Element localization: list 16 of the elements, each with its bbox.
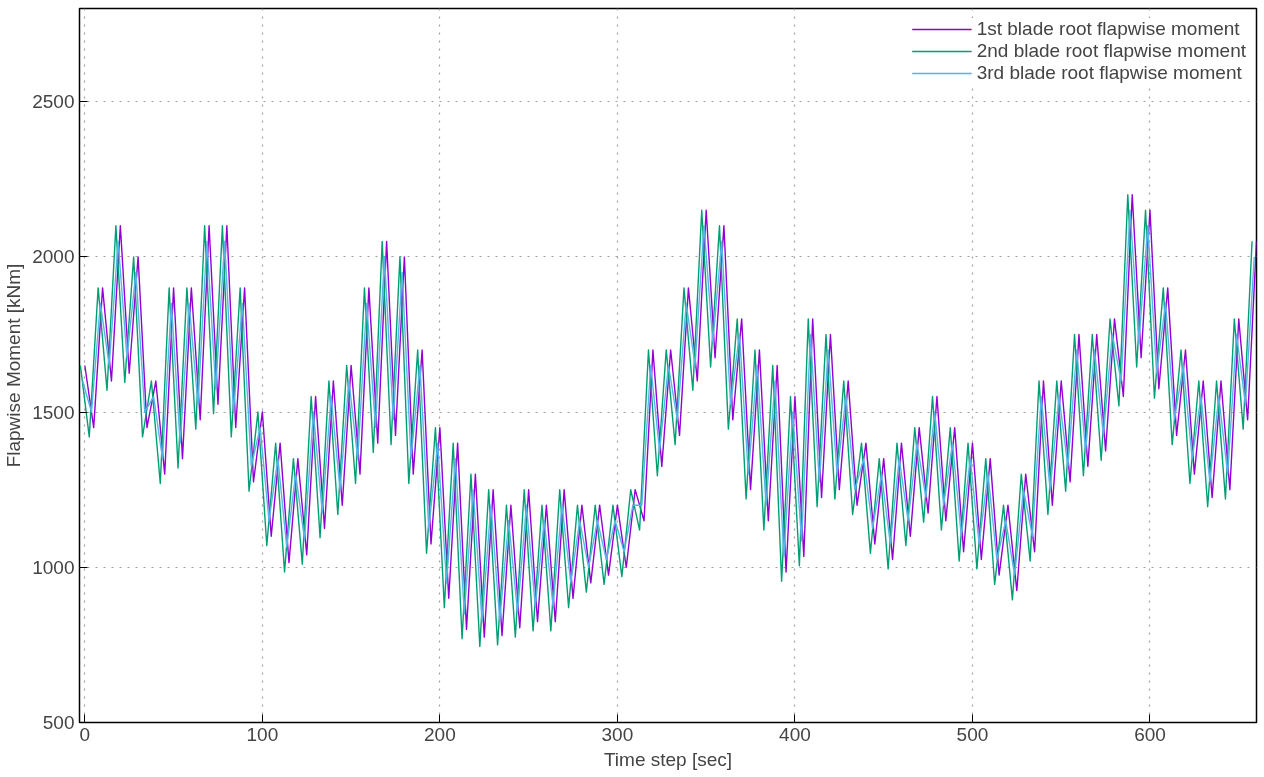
x-tick-label: 300 bbox=[601, 723, 634, 745]
legend-label: 2nd blade root flapwise moment bbox=[976, 40, 1246, 62]
x-axis-title: Time step [sec] bbox=[603, 748, 733, 770]
y-axis-title: Flapwise Moment [kNm] bbox=[3, 263, 25, 468]
legend-label: 3rd blade root flapwise moment bbox=[976, 62, 1242, 84]
x-tick-label: 500 bbox=[956, 723, 989, 745]
x-tick-label: 600 bbox=[1134, 723, 1166, 745]
x-tick-label: 0 bbox=[79, 723, 91, 745]
x-tick-label: 400 bbox=[779, 723, 811, 745]
y-tick-label: 2000 bbox=[32, 246, 75, 268]
y-tick-label: 1000 bbox=[32, 556, 75, 578]
x-tick-label: 200 bbox=[424, 723, 456, 745]
legend-label: 1st blade root flapwise moment bbox=[976, 18, 1240, 40]
y-tick-label: 2500 bbox=[32, 91, 75, 113]
x-tick-label: 100 bbox=[246, 723, 279, 745]
y-tick-label: 1500 bbox=[32, 401, 75, 423]
